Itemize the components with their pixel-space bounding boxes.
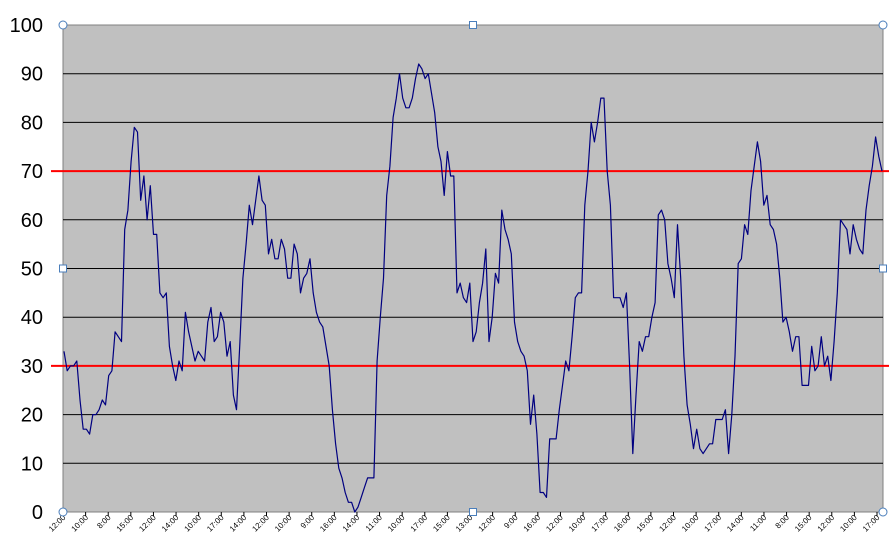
y-axis: 0 10 20 30 40 50 60 70 80 90 100 <box>10 15 43 524</box>
y-tick-label: 30 <box>21 356 43 378</box>
x-tick-label: 17:00 <box>861 513 882 534</box>
x-axis: 12:00 10:00 8:00 15:00 12:00 14:00 10:00 17:00 1… <box>47 512 882 534</box>
x-tick-label: 15:00 <box>115 513 136 534</box>
x-tick-label: 17:00 <box>409 513 430 534</box>
x-tick-label: 14:00 <box>341 513 362 534</box>
resize-handle[interactable] <box>58 507 68 517</box>
y-tick-label: 40 <box>21 307 43 329</box>
x-tick-label: 11:00 <box>364 513 384 533</box>
resize-handle[interactable] <box>469 508 477 516</box>
x-tick-label: 16:00 <box>318 513 339 534</box>
x-tick-label: 12:00 <box>816 513 837 534</box>
series-group <box>63 63 883 513</box>
x-tick-label: 10:00 <box>680 513 701 534</box>
x-tick-label: 17:00 <box>703 513 724 534</box>
resize-handle[interactable] <box>59 264 67 273</box>
x-tick-label: 14:00 <box>160 513 181 534</box>
x-tick-label: 10:00 <box>567 513 588 534</box>
y-tick-label: 20 <box>21 405 43 427</box>
x-tick-label: 10:00 <box>183 513 204 534</box>
x-tick-label: 12:00 <box>137 513 158 534</box>
selection-handles[interactable] <box>58 20 888 517</box>
y-tick-label: 10 <box>21 453 43 475</box>
y-tick-label: 80 <box>21 112 43 134</box>
resize-handle[interactable] <box>879 264 887 273</box>
y-tick-label: 100 <box>10 15 43 37</box>
x-tick-label: 12:00 <box>250 513 271 534</box>
x-tick-label: 12:00 <box>657 513 678 534</box>
x-tick-label: 10:00 <box>69 513 90 534</box>
x-tick-label: 15:00 <box>635 513 656 534</box>
series-line-0 <box>63 63 883 513</box>
x-tick-label: 17:00 <box>590 513 611 534</box>
x-tick-label: 9:00 <box>502 513 520 531</box>
x-tick-label: 12:00 <box>476 513 497 534</box>
x-tick-label: 10:00 <box>838 513 859 534</box>
y-tick-label: 60 <box>21 210 43 232</box>
x-tick-label: 15:00 <box>793 513 814 534</box>
x-tick-label: 16:00 <box>522 513 543 534</box>
resize-handle[interactable] <box>58 20 68 30</box>
y-tick-label: 90 <box>21 64 43 86</box>
y-tick-label: 50 <box>21 259 43 281</box>
x-tick-label: 14:00 <box>228 513 249 534</box>
x-tick-label: 14:00 <box>725 513 746 534</box>
x-tick-label: 11:00 <box>748 513 768 533</box>
x-tick-label: 10:00 <box>273 513 294 534</box>
x-tick-label: 15:00 <box>431 513 452 534</box>
resize-handle[interactable] <box>469 21 477 29</box>
x-tick-label: 9:00 <box>299 513 317 531</box>
x-tick-label: 16:00 <box>612 513 633 534</box>
y-tick-label: 0 <box>32 502 43 524</box>
resize-handle[interactable] <box>878 20 888 30</box>
threshold-lines <box>51 170 889 367</box>
resize-handle[interactable] <box>878 507 888 517</box>
x-tick-label: 10:00 <box>386 513 407 534</box>
y-tick-label: 70 <box>21 161 43 183</box>
x-tick-label: 12:00 <box>544 513 565 534</box>
x-tick-label: 8:00 <box>774 513 792 531</box>
x-tick-label: 8:00 <box>95 513 113 531</box>
x-tick-label: 17:00 <box>205 513 226 534</box>
